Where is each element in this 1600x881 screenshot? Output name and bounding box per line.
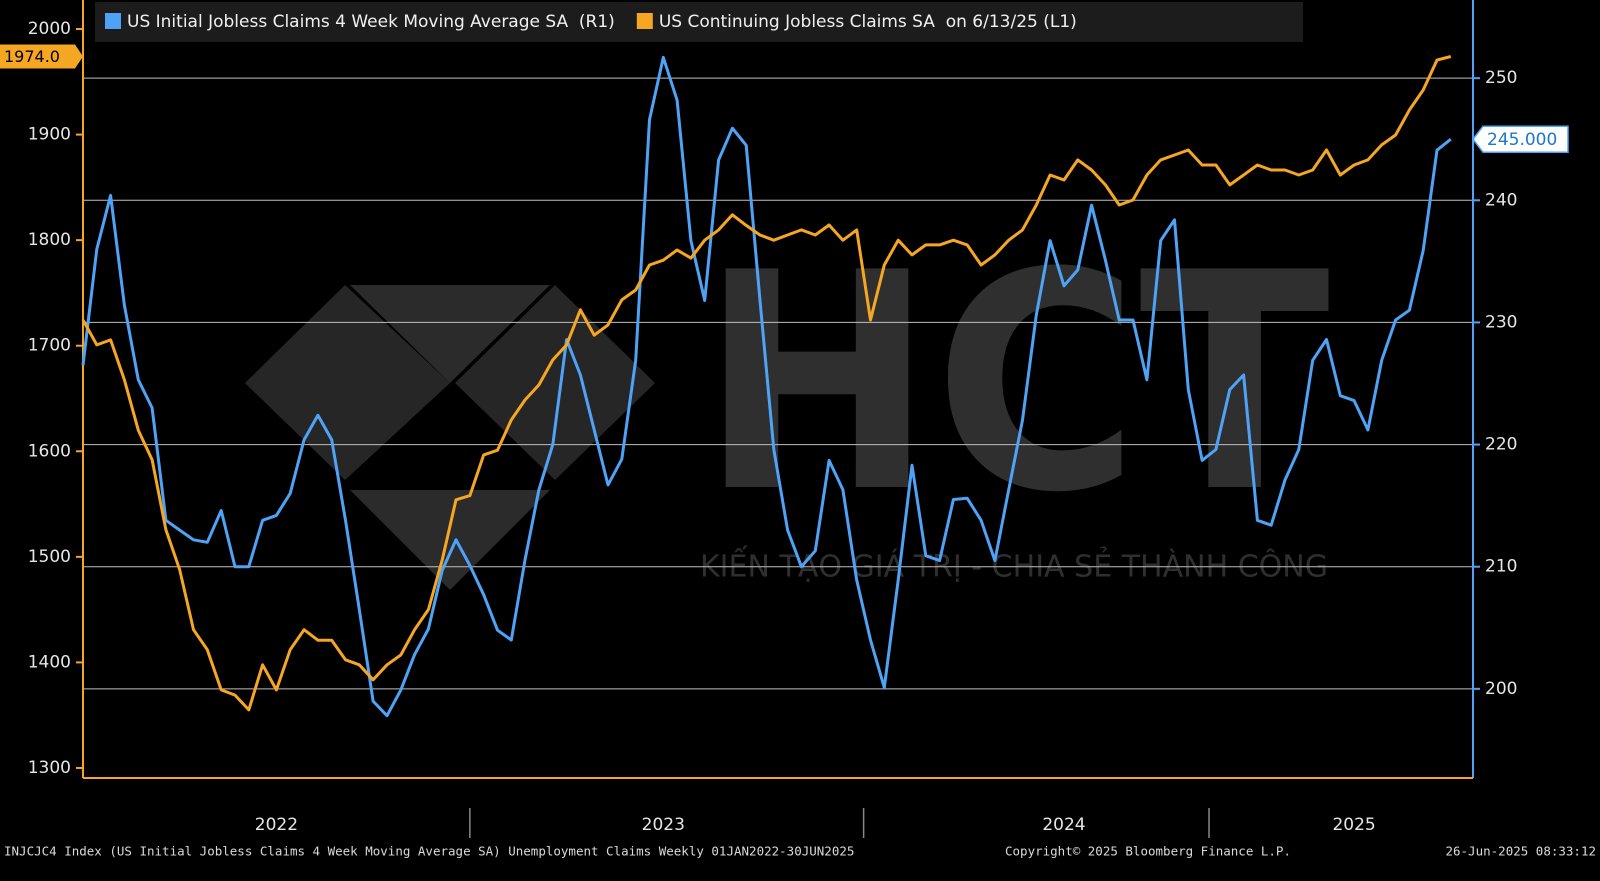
y2-tick-label: 230 xyxy=(1485,312,1517,332)
legend: US Initial Jobless Claims 4 Week Moving … xyxy=(95,2,1303,42)
x-tick-label: 2023 xyxy=(642,815,685,835)
value-label: 1974.0 xyxy=(4,47,60,66)
legend-swatch xyxy=(105,13,121,29)
legend-label: US Continuing Jobless Claims SA on 6/13/… xyxy=(659,12,1077,32)
y2-tick-label: 210 xyxy=(1485,557,1517,577)
legend-label: US Initial Jobless Claims 4 Week Moving … xyxy=(127,12,615,32)
legend-background xyxy=(95,2,1303,42)
y-tick-label: 1700 xyxy=(28,336,71,356)
y-tick-label: 1900 xyxy=(28,125,71,145)
x-tick-label: 2025 xyxy=(1332,815,1375,835)
watermark-shape xyxy=(245,285,450,480)
value-flag: 245.000 xyxy=(1472,125,1569,153)
y2-tick-label: 250 xyxy=(1485,68,1517,88)
x-tick-label: 2022 xyxy=(255,815,298,835)
y-tick-label: 1600 xyxy=(28,441,71,461)
y-tick-label: 1300 xyxy=(28,758,71,778)
y-tick-label: 1800 xyxy=(28,230,71,250)
series-line xyxy=(81,55,1452,718)
watermark-shape xyxy=(350,285,550,383)
y-tick-label: 1500 xyxy=(28,547,71,567)
watermark-shape xyxy=(350,490,550,590)
legend-swatch xyxy=(636,13,653,29)
value-flag-box xyxy=(1472,125,1569,153)
footer-timestamp: 26-Jun-2025 08:33:12 xyxy=(1445,844,1596,859)
value-flag-box xyxy=(0,44,83,69)
y2-tick-label: 240 xyxy=(1485,190,1517,210)
value-label: 245.000 xyxy=(1487,130,1557,150)
y-tick-label: 1400 xyxy=(28,652,71,672)
value-flag: 1974.0 xyxy=(0,44,83,69)
watermark-logo: HCT xyxy=(700,209,1331,558)
x-tick-label: 2024 xyxy=(1042,815,1085,835)
y-tick-label: 2000 xyxy=(28,19,71,39)
y2-tick-label: 200 xyxy=(1485,679,1517,699)
series-line xyxy=(81,55,1452,712)
footer-source: INJCJC4 Index (US Initial Jobless Claims… xyxy=(4,844,854,859)
footer-copyright: Copyright© 2025 Bloomberg Finance L.P. xyxy=(1005,844,1291,859)
y2-tick-label: 220 xyxy=(1485,435,1517,455)
